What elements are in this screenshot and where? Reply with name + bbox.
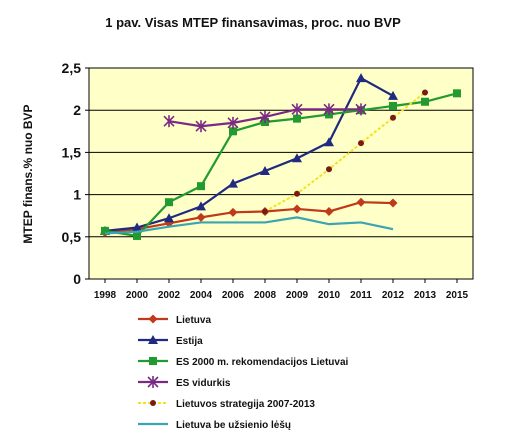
data-point (101, 226, 109, 235)
x-tick-label: 2012 (382, 290, 405, 301)
data-point (356, 73, 366, 83)
x-tick-label: 2015 (446, 290, 469, 301)
data-point (324, 137, 334, 147)
legend: Lietuva Estija ES 2000 m. rekomendacijos L… (138, 314, 349, 431)
legend-marker (149, 357, 157, 365)
y-axis-label: MTEP finans.% nuo BVP (21, 104, 35, 243)
chart-title: 1 pav. Visas MTEP finansavimas, proc. nu… (105, 15, 401, 30)
data-point (164, 213, 174, 223)
data-point (388, 198, 398, 208)
legend-item: ES vidurkis (138, 376, 231, 389)
y-tick-label: 1 (73, 187, 81, 203)
y-tick-label: 2,5 (62, 60, 82, 76)
legend-marker (148, 314, 158, 324)
data-point (227, 116, 239, 129)
x-tick-label: 2011 (350, 290, 372, 301)
data-point (294, 190, 300, 197)
data-point (358, 140, 364, 147)
data-point (260, 165, 270, 175)
x-tick-label: 2008 (254, 290, 277, 301)
data-point (132, 222, 142, 232)
data-point (422, 89, 428, 96)
data-point (229, 127, 237, 136)
data-point (355, 103, 367, 116)
legend-label: Estija (176, 336, 203, 347)
grid-lines (85, 67, 473, 280)
data-point (356, 197, 366, 207)
legend-marker (147, 376, 159, 388)
data-point (453, 89, 461, 98)
legend-label: Lietuva be užsienio lėšų (176, 420, 291, 431)
legend-item: Estija (138, 335, 203, 347)
legend-label: ES vidurkis (176, 378, 231, 389)
series-es-vidurkis (163, 103, 367, 133)
data-point (197, 182, 205, 191)
x-tick-label: 2013 (414, 290, 437, 301)
y-tick-label: 2 (73, 102, 81, 118)
series-line (104, 92, 458, 238)
x-tick-label: 2004 (190, 290, 213, 301)
legend-marker (150, 400, 156, 406)
data-point (163, 115, 175, 128)
legend-label: ES 2000 m. rekomendacijos Lietuvai (176, 357, 349, 368)
x-tick-labels: 1998 2000 2002 2004 2006 2008 2009 2010 2011 2012… (94, 279, 469, 301)
data-point (389, 101, 397, 110)
data-point (323, 103, 335, 116)
data-point (292, 204, 302, 214)
data-point (388, 90, 398, 100)
legend-marker (148, 335, 158, 344)
data-point (293, 114, 301, 123)
legend-item: ES 2000 m. rekomendacijos Lietuvai (138, 357, 349, 368)
y-tick-label: 1,5 (62, 144, 82, 160)
data-point (324, 206, 334, 216)
x-tick-label: 2009 (286, 290, 309, 301)
series-lietuva-be-uzsienio-lesu (104, 216, 394, 235)
series-es-2000-m-rekomendacijos-lietuvai (101, 89, 461, 240)
series-line (104, 216, 394, 235)
data-point (165, 198, 173, 207)
data-point (133, 231, 141, 240)
data-point (196, 212, 206, 222)
data-point (292, 153, 302, 163)
y-tick-label: 0,5 (62, 229, 82, 245)
x-tick-label: 2002 (158, 290, 181, 301)
data-point (326, 166, 332, 173)
series-layer (100, 73, 461, 240)
legend-item: Lietuvos strategija 2007-2013 (138, 399, 315, 410)
y-tick-labels: 0 0,5 1 1,5 2 2,5 (62, 60, 82, 287)
data-point (228, 207, 238, 217)
legend-label: Lietuva (176, 315, 211, 326)
legend-label: Lietuvos strategija 2007-2013 (176, 399, 315, 410)
y-tick-label: 0 (73, 271, 81, 287)
data-point (196, 201, 206, 211)
data-point (228, 178, 238, 188)
series-lietuvos-strategija-2007-2013 (262, 89, 428, 215)
x-tick-label: 1998 (94, 290, 117, 301)
series-line (264, 91, 426, 213)
series-line (104, 201, 394, 234)
data-point (195, 120, 207, 133)
data-point (390, 114, 396, 121)
x-tick-label: 2010 (318, 290, 341, 301)
data-point (421, 97, 429, 106)
data-point (259, 110, 271, 123)
x-tick-label: 2006 (222, 290, 245, 301)
legend-item: Lietuva be užsienio lėšų (138, 420, 291, 431)
x-tick-label: 2000 (126, 290, 149, 301)
legend-item: Lietuva (138, 314, 211, 326)
data-point (291, 103, 303, 116)
data-point (262, 208, 268, 215)
